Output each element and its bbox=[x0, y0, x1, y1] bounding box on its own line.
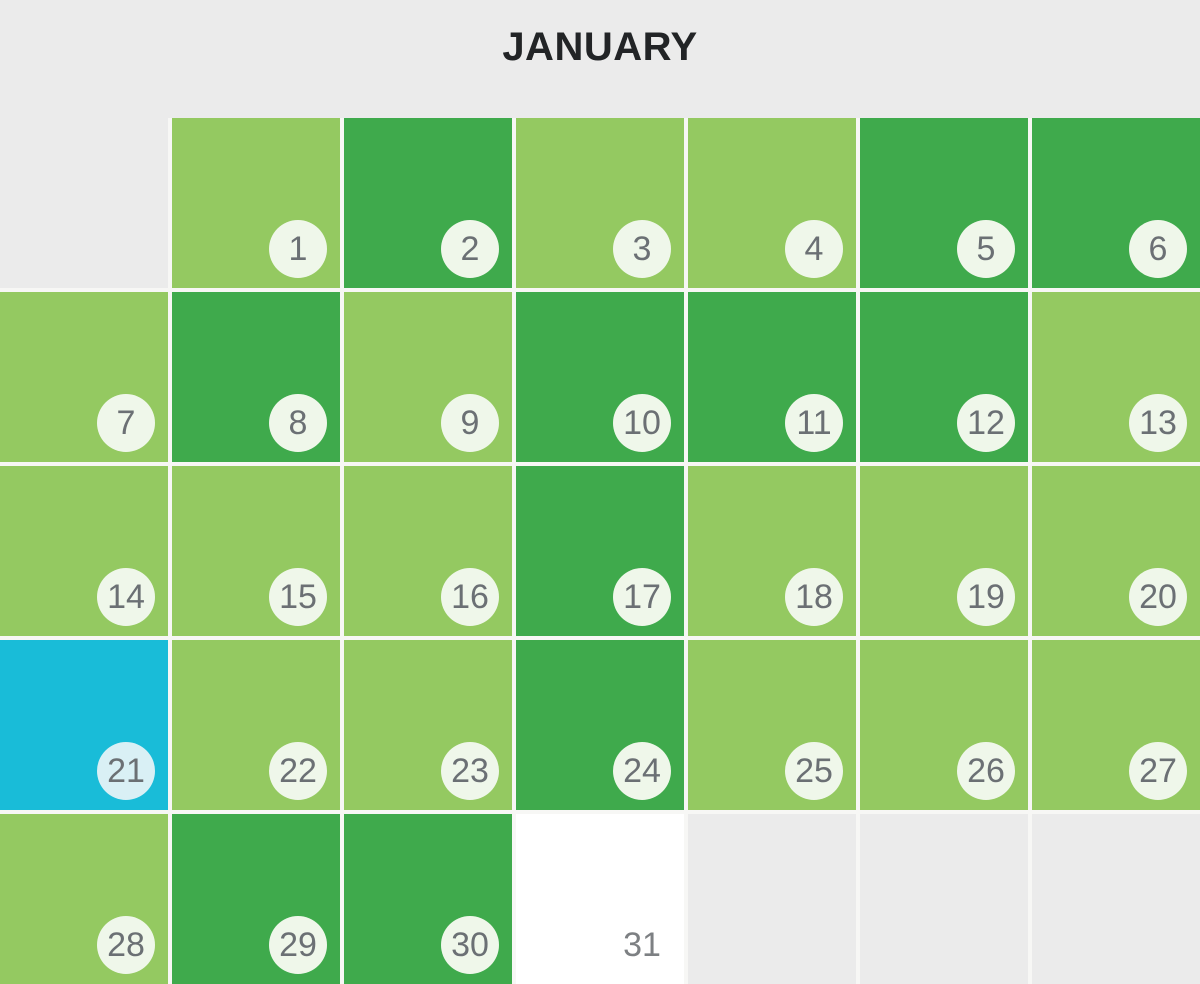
day-cell-17[interactable]: 17 bbox=[516, 466, 684, 636]
day-cell-25[interactable]: 25 bbox=[688, 640, 856, 810]
day-cell-11[interactable]: 11 bbox=[688, 292, 856, 462]
day-badge: 1 bbox=[269, 220, 327, 278]
day-cell-7[interactable]: 7 bbox=[0, 292, 168, 462]
day-badge: 19 bbox=[957, 568, 1015, 626]
day-cell-29[interactable]: 29 bbox=[172, 814, 340, 984]
day-badge: 21 bbox=[97, 742, 155, 800]
day-cell-19[interactable]: 19 bbox=[860, 466, 1028, 636]
day-cell-8[interactable]: 8 bbox=[172, 292, 340, 462]
day-cell-16[interactable]: 16 bbox=[344, 466, 512, 636]
empty-cell bbox=[1032, 814, 1200, 984]
day-cell-12[interactable]: 12 bbox=[860, 292, 1028, 462]
day-badge: 7 bbox=[97, 394, 155, 452]
month-title: JANUARY bbox=[502, 24, 698, 69]
day-cell-24[interactable]: 24 bbox=[516, 640, 684, 810]
day-cell-9[interactable]: 9 bbox=[344, 292, 512, 462]
day-cell-3[interactable]: 3 bbox=[516, 118, 684, 288]
day-badge: 11 bbox=[785, 394, 843, 452]
day-badge: 29 bbox=[269, 916, 327, 974]
day-cell-21[interactable]: 21 bbox=[0, 640, 168, 810]
day-cell-18[interactable]: 18 bbox=[688, 466, 856, 636]
day-cell-27[interactable]: 27 bbox=[1032, 640, 1200, 810]
day-badge: 15 bbox=[269, 568, 327, 626]
day-badge: 25 bbox=[785, 742, 843, 800]
empty-cell bbox=[688, 814, 856, 984]
day-badge: 3 bbox=[613, 220, 671, 278]
day-cell-6[interactable]: 6 bbox=[1032, 118, 1200, 288]
day-cell-28[interactable]: 28 bbox=[0, 814, 168, 984]
day-badge: 17 bbox=[613, 568, 671, 626]
day-badge: 26 bbox=[957, 742, 1015, 800]
day-cell-4[interactable]: 4 bbox=[688, 118, 856, 288]
day-badge: 27 bbox=[1129, 742, 1187, 800]
day-badge: 14 bbox=[97, 568, 155, 626]
day-badge: 16 bbox=[441, 568, 499, 626]
day-cell-2[interactable]: 2 bbox=[344, 118, 512, 288]
day-badge: 28 bbox=[97, 916, 155, 974]
day-cell-1[interactable]: 1 bbox=[172, 118, 340, 288]
day-badge: 18 bbox=[785, 568, 843, 626]
day-cell-14[interactable]: 14 bbox=[0, 466, 168, 636]
day-badge: 13 bbox=[1129, 394, 1187, 452]
day-badge: 12 bbox=[957, 394, 1015, 452]
day-cell-5[interactable]: 5 bbox=[860, 118, 1028, 288]
day-badge: 22 bbox=[269, 742, 327, 800]
day-badge: 23 bbox=[441, 742, 499, 800]
day-cell-26[interactable]: 26 bbox=[860, 640, 1028, 810]
calendar-grid: 1 2 3 4 5 6 7 8 9 10 11 12 13 14 15 16 17 18 19 20 21 22 23 24 2… bbox=[0, 118, 1200, 984]
day-badge: 5 bbox=[957, 220, 1015, 278]
day-cell-20[interactable]: 20 bbox=[1032, 466, 1200, 636]
day-cell-23[interactable]: 23 bbox=[344, 640, 512, 810]
day-cell-22[interactable]: 22 bbox=[172, 640, 340, 810]
day-badge: 10 bbox=[613, 394, 671, 452]
day-badge: 4 bbox=[785, 220, 843, 278]
day-badge: 9 bbox=[441, 394, 499, 452]
day-cell-31[interactable]: 31 bbox=[516, 814, 684, 984]
day-badge: 2 bbox=[441, 220, 499, 278]
day-badge: 30 bbox=[441, 916, 499, 974]
day-cell-15[interactable]: 15 bbox=[172, 466, 340, 636]
day-badge: 24 bbox=[613, 742, 671, 800]
day-badge: 6 bbox=[1129, 220, 1187, 278]
day-number: 31 bbox=[623, 926, 661, 964]
day-cell-13[interactable]: 13 bbox=[1032, 292, 1200, 462]
day-badge: 20 bbox=[1129, 568, 1187, 626]
calendar-header: JANUARY bbox=[0, 0, 1200, 118]
day-cell-10[interactable]: 10 bbox=[516, 292, 684, 462]
day-cell-30[interactable]: 30 bbox=[344, 814, 512, 984]
day-badge: 8 bbox=[269, 394, 327, 452]
empty-cell bbox=[860, 814, 1028, 984]
empty-cell bbox=[0, 118, 168, 288]
